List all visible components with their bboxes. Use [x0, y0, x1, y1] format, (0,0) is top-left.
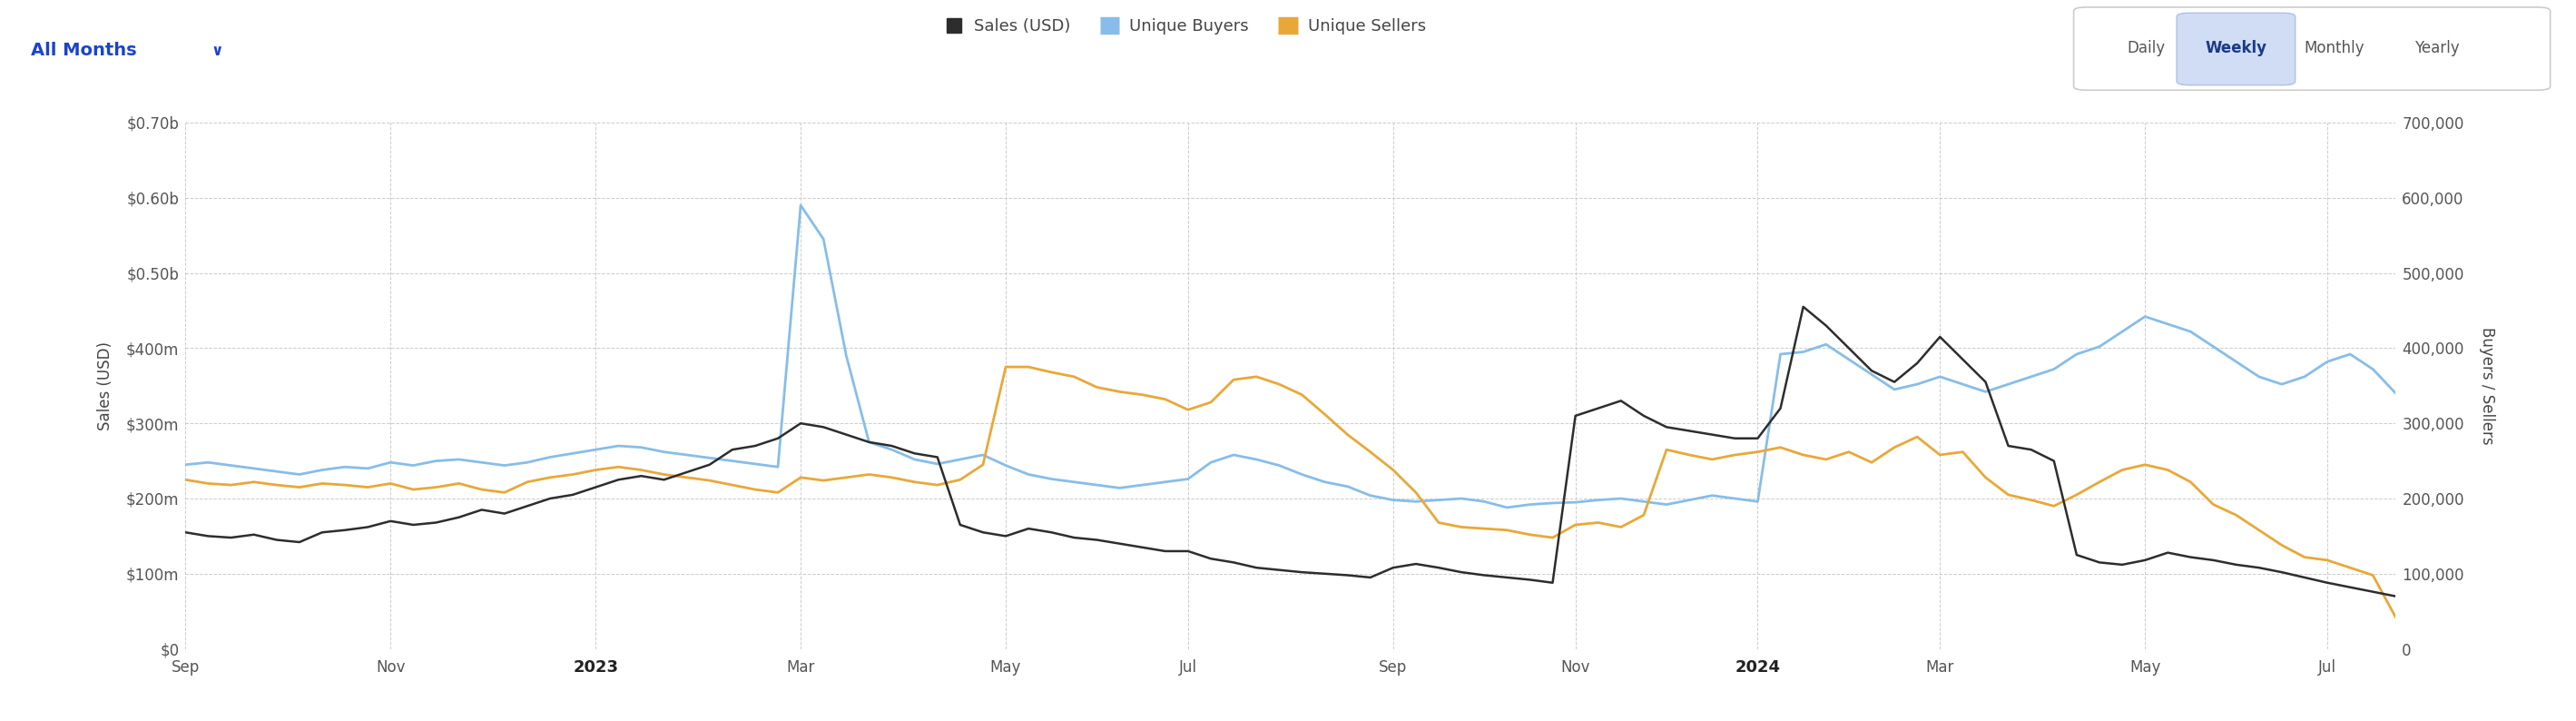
Text: Yearly: Yearly [2414, 40, 2460, 56]
Y-axis label: Buyers / Sellers: Buyers / Sellers [2478, 327, 2496, 445]
Y-axis label: Sales (USD): Sales (USD) [98, 341, 113, 430]
Text: Weekly: Weekly [2205, 40, 2267, 56]
Text: Monthly: Monthly [2303, 40, 2365, 56]
Text: ∨: ∨ [211, 43, 224, 58]
Text: Daily: Daily [2128, 40, 2164, 56]
Text: All Months: All Months [31, 42, 137, 59]
Legend: Sales (USD), Unique Buyers, Unique Sellers: Sales (USD), Unique Buyers, Unique Selle… [938, 12, 1432, 41]
